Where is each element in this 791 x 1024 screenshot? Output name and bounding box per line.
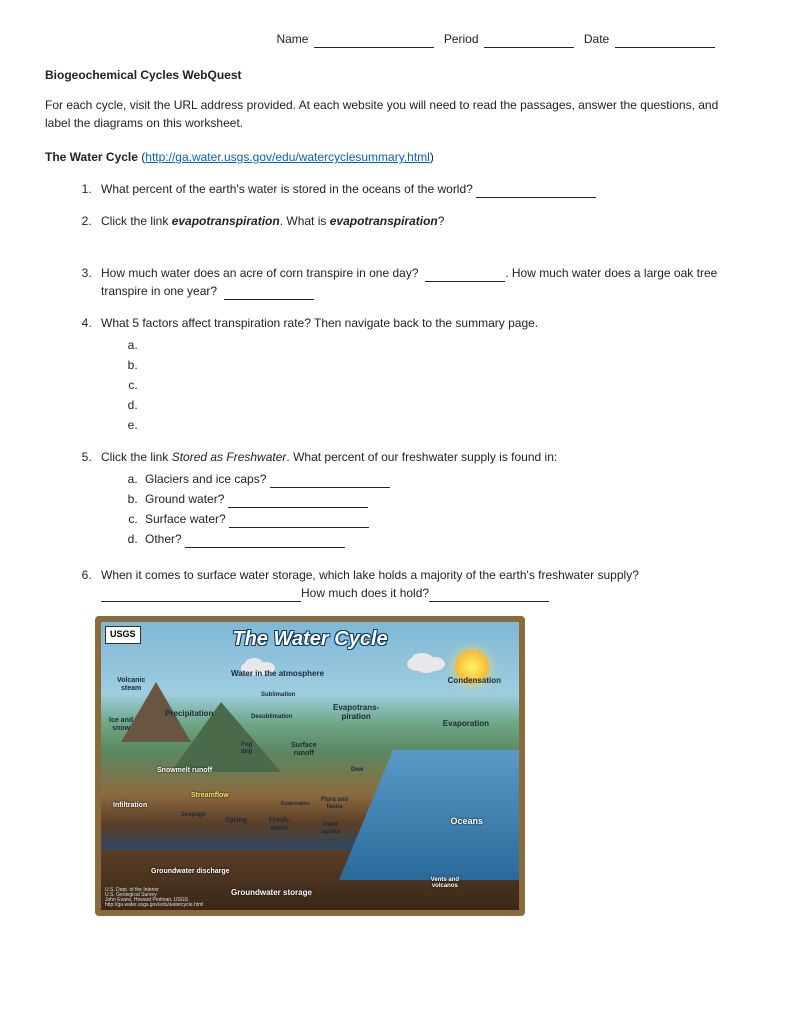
q5-sublist: Glaciers and ice caps? Ground water? Sur… <box>141 470 746 548</box>
question-4: What 5 factors affect transpiration rate… <box>95 314 746 434</box>
q2-mid: . What is <box>280 214 330 228</box>
label-vents: Vents andvolcanos <box>431 877 459 890</box>
q4-a[interactable] <box>141 336 746 354</box>
q1-blank[interactable] <box>476 186 596 198</box>
question-5: Click the link Stored as Freshwater. Wha… <box>95 448 746 548</box>
label-evaporation: Evaporation <box>443 720 489 729</box>
label-spring: Spring <box>225 817 247 825</box>
q4-d[interactable] <box>141 396 746 414</box>
page-title: Biogeochemical Cycles WebQuest <box>45 66 746 84</box>
q5b-blank[interactable] <box>228 496 368 508</box>
label-streamflow: Streamflow <box>191 792 229 800</box>
q6-text-a: When it comes to surface water storage, … <box>101 568 639 582</box>
cloud-icon <box>407 657 429 671</box>
label-freshwater: Fresh-water <box>269 817 290 832</box>
q2-end: ? <box>438 214 445 228</box>
section-water-cycle: The Water Cycle (http://ga.water.usgs.go… <box>45 148 746 166</box>
label-fog-drip: Fogdrip <box>241 742 252 755</box>
label-condensation: Condensation <box>448 677 501 686</box>
question-6: When it comes to surface water storage, … <box>95 566 746 602</box>
label-volcanic-steam: Volcanicsteam <box>117 677 145 692</box>
q3-text-a: How much water does an acre of corn tran… <box>101 266 419 280</box>
q1-text: What percent of the earth's water is sto… <box>101 182 473 196</box>
question-1: What percent of the earth's water is sto… <box>95 180 746 198</box>
q5d-blank[interactable] <box>185 536 345 548</box>
q6-text-b: How much does it hold? <box>301 586 429 600</box>
label-precipitation: Precipitation <box>165 710 213 719</box>
q2-term: evapotranspiration <box>330 214 438 228</box>
q4-e[interactable] <box>141 416 746 434</box>
q6-blank-b[interactable] <box>429 590 549 602</box>
label-dew: Dew <box>351 767 363 774</box>
label-surface-runoff: Surfacerunoff <box>291 742 317 757</box>
label-water-atmosphere: Water in the atmosphere <box>231 670 324 679</box>
q5-a: Glaciers and ice caps? <box>141 470 746 488</box>
period-blank[interactable] <box>484 36 574 48</box>
name-blank[interactable] <box>314 36 434 48</box>
q3-blank-b[interactable] <box>224 288 314 300</box>
water-cycle-diagram: USGS The Water Cycle Volcanicsteam Water… <box>95 616 525 916</box>
q4-c[interactable] <box>141 376 746 394</box>
diagram-ocean <box>339 750 519 880</box>
label-seepage: Seepage <box>181 812 206 819</box>
label-evaporation-2: Evaporation <box>281 802 310 808</box>
header-fields: Name Period Date <box>245 30 746 48</box>
label-evapotranspiration: Evapotrans-piration <box>333 704 379 722</box>
intro-text: For each cycle, visit the URL address pr… <box>45 96 746 132</box>
q2-link-term: evapotranspiration <box>172 214 280 228</box>
date-blank[interactable] <box>615 36 715 48</box>
q2-pre: Click the link <box>101 214 172 228</box>
question-list: What percent of the earth's water is sto… <box>95 180 746 602</box>
label-infiltration: Infiltration <box>113 802 147 810</box>
question-2: Click the link evapotranspiration. What … <box>95 212 746 250</box>
q5-b: Ground water? <box>141 490 746 508</box>
q5-d: Other? <box>141 530 746 548</box>
diagram-title: The Water Cycle <box>101 624 519 654</box>
name-label: Name <box>276 32 308 46</box>
period-label: Period <box>444 32 479 46</box>
label-sublimation: Sublimation <box>261 692 295 699</box>
label-gw-discharge: Groundwater discharge <box>151 868 230 876</box>
q5-link-term: Stored as Freshwater <box>172 450 287 464</box>
label-gw-storage: Groundwater storage <box>231 889 312 898</box>
q5-end: . What percent of our freshwater supply … <box>286 450 557 464</box>
q6-blank-a[interactable] <box>101 590 301 602</box>
label-oceans: Oceans <box>450 817 483 827</box>
label-snowmelt-runoff: Snowmelt runoff <box>157 767 212 775</box>
label-ice-snow: Ice andsnow <box>109 717 133 732</box>
q5-c: Surface water? <box>141 510 746 528</box>
question-3: How much water does an acre of corn tran… <box>95 264 746 300</box>
q3-blank-a[interactable] <box>425 270 505 282</box>
diagram-credit: U.S. Dept. of the InteriorU.S. Geologica… <box>105 888 203 908</box>
section-title-text: The Water Cycle <box>45 150 138 164</box>
q4-b[interactable] <box>141 356 746 374</box>
q5a-blank[interactable] <box>270 476 390 488</box>
water-cycle-link[interactable]: http://ga.water.usgs.gov/edu/watercycles… <box>145 150 430 164</box>
label-flora-fauna: Flora andfauna <box>321 797 348 810</box>
q4-text: What 5 factors affect transpiration rate… <box>101 316 538 330</box>
label-desublimation: Desublimation <box>251 714 292 721</box>
label-plant-uptake: Plantuptake <box>321 822 340 835</box>
q5c-blank[interactable] <box>229 516 369 528</box>
q4-sublist <box>141 336 746 434</box>
q5-pre: Click the link <box>101 450 172 464</box>
date-label: Date <box>584 32 609 46</box>
